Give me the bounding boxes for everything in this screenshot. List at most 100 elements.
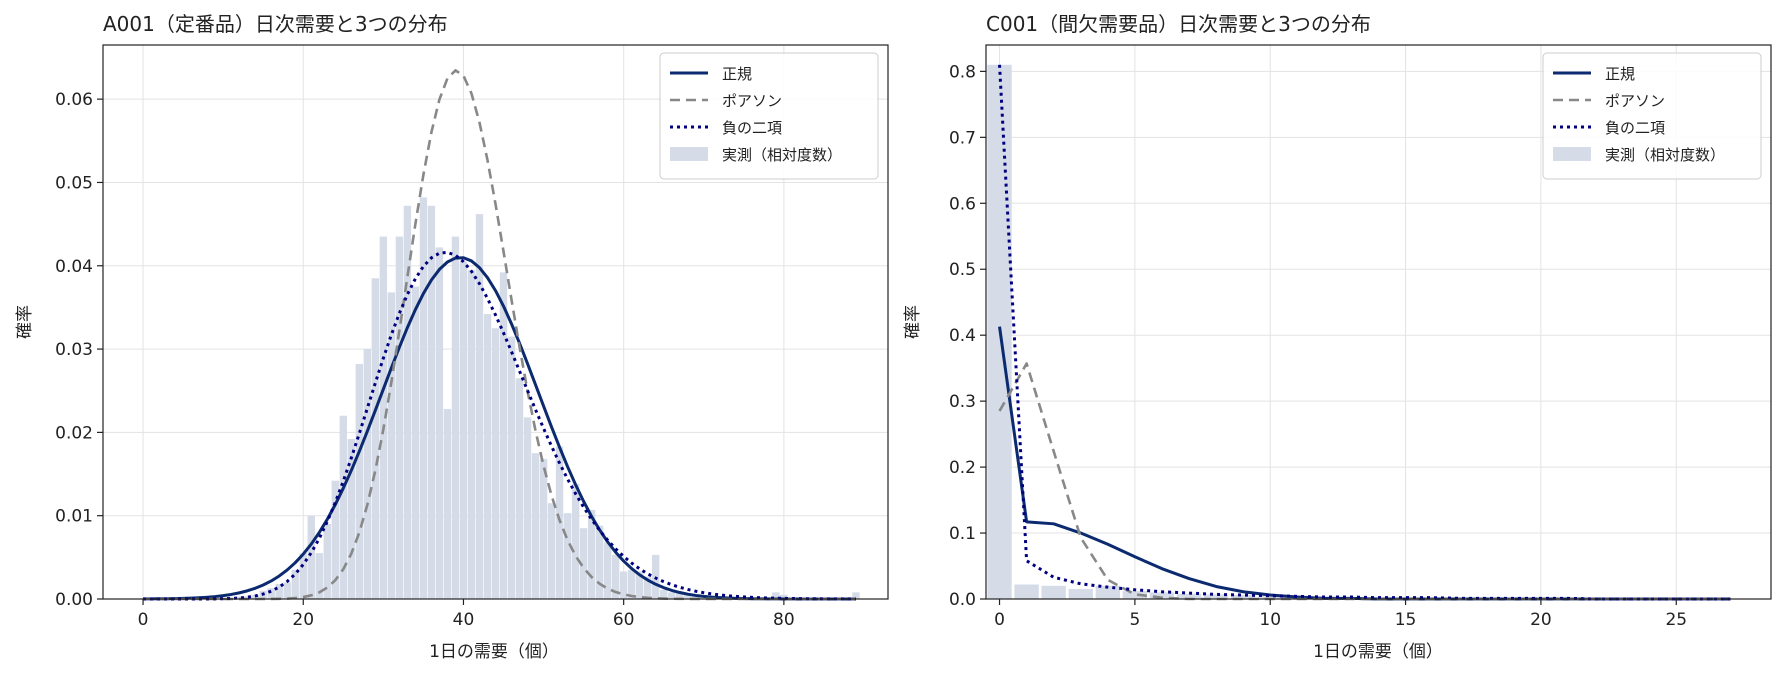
x-tick-label: 20 <box>1530 610 1552 630</box>
legend-label: 負の二項 <box>722 119 782 137</box>
y-tick-label: 0.06 <box>55 90 93 110</box>
plot-frame <box>985 44 1772 600</box>
series-line <box>998 64 1731 601</box>
chart-c001: 0 5 10 15 20 25 0.0 0.1 0.2 0.3 0.4 0.5 0.6 0.7 0.8 1日の… <box>903 12 1772 662</box>
histogram-bar <box>619 571 628 599</box>
histogram-bar <box>491 328 500 599</box>
y-axis-label: 確率 <box>903 305 923 339</box>
histogram-bar <box>780 594 788 599</box>
histogram-bar <box>307 515 315 599</box>
y-tick-label: 0.04 <box>55 257 93 277</box>
histogram-bar <box>451 236 460 600</box>
plot-frame <box>102 44 889 600</box>
histogram-bar <box>1149 592 1175 599</box>
histogram-bar <box>507 336 516 599</box>
histogram-bar <box>347 439 356 599</box>
histogram-bar <box>443 409 452 599</box>
histogram-bar <box>571 484 580 599</box>
y-tick-label: 0.0 <box>949 590 976 610</box>
legend-label: 実測（相対度数） <box>722 146 842 164</box>
histogram-bar <box>283 582 291 599</box>
legend-label: 正規 <box>1605 65 1635 83</box>
chart-title: C001（間欠需要品）日次需要と3つの分布 <box>986 12 1371 36</box>
y-tick-label: 0.3 <box>949 392 976 412</box>
histogram-bar <box>355 364 364 599</box>
histogram-bar <box>499 272 508 599</box>
histogram-bar <box>475 214 484 599</box>
series-line <box>998 326 1731 601</box>
histogram-bar <box>579 528 588 599</box>
chart-a001: 0 20 40 60 80 0.00 0.01 0.02 0.03 0.04 0.05 0.06 1日の… <box>15 12 889 662</box>
x-tick-label: 20 <box>292 610 314 630</box>
histogram-bar <box>395 236 404 600</box>
histogram-bar <box>531 453 540 599</box>
histogram-bar <box>1258 595 1283 599</box>
histogram-bar <box>315 553 323 599</box>
y-tick-label: 0.2 <box>949 458 976 478</box>
x-tick-label: 15 <box>1395 610 1417 630</box>
histogram-bar <box>291 569 299 599</box>
series-line <box>143 256 856 601</box>
histogram-bar <box>611 554 620 599</box>
histogram-bar <box>1230 595 1256 599</box>
histogram-bar <box>371 278 380 599</box>
legend-label: 実測（相対度数） <box>1605 146 1725 164</box>
histogram-bar <box>275 584 283 599</box>
histogram-bar <box>515 378 524 599</box>
y-tick-label: 0.5 <box>949 260 976 280</box>
histogram-bar <box>587 509 596 599</box>
histogram-bar <box>852 592 860 599</box>
y-tick-label: 0.4 <box>949 326 976 346</box>
histogram-bar <box>1122 591 1148 599</box>
histogram-bar <box>419 197 428 599</box>
histogram-bar <box>1041 585 1066 599</box>
histogram-bar <box>603 542 612 599</box>
histogram-bar <box>563 513 572 599</box>
x-tick-label: 25 <box>1665 610 1687 630</box>
histogram-bar <box>676 592 684 599</box>
histogram-bar <box>539 459 548 599</box>
legend-swatch <box>1553 147 1591 161</box>
legend-swatch <box>670 147 708 161</box>
histogram-bar <box>267 588 275 599</box>
series-line <box>143 250 856 601</box>
histogram-bar <box>547 503 556 599</box>
histogram-bar <box>339 415 347 599</box>
legend-label: ポアソン <box>722 92 782 110</box>
histogram-bar <box>387 292 396 599</box>
histogram-bar <box>1014 584 1039 599</box>
histogram-bar <box>467 269 476 599</box>
histogram-bar <box>459 261 468 599</box>
histogram-bar <box>772 592 780 599</box>
y-tick-label: 0.8 <box>949 62 976 82</box>
legend-box <box>659 52 879 180</box>
histogram-bar <box>411 286 420 599</box>
histogram-bar <box>635 571 644 599</box>
histogram-bar <box>644 576 652 599</box>
histogram-bars <box>987 64 1418 600</box>
series-line <box>998 362 1731 601</box>
histogram-bar <box>595 525 604 599</box>
y-tick-label: 0.02 <box>55 423 93 443</box>
x-axis-label: 1日の需要（個） <box>1313 642 1443 662</box>
histogram-bar <box>483 314 492 599</box>
histogram-bars <box>235 197 860 600</box>
chart-title: A001（定番品）日次需要と3つの分布 <box>103 12 448 36</box>
y-tick-label: 0.05 <box>55 173 93 193</box>
y-tick-label: 0.03 <box>55 340 93 360</box>
histogram-bar <box>323 524 331 599</box>
legend-label: 正規 <box>722 65 752 83</box>
histogram-bar <box>1203 594 1229 599</box>
histogram-bar <box>403 205 412 599</box>
x-tick-label: 0 <box>994 610 1005 630</box>
legend-box <box>1542 52 1762 180</box>
x-tick-label: 80 <box>773 610 795 630</box>
histogram-bar <box>331 480 339 599</box>
x-tick-label: 40 <box>453 610 475 630</box>
histogram-bar <box>1176 593 1202 599</box>
x-axis-label: 1日の需要（個） <box>429 642 559 662</box>
histogram-bar <box>523 417 532 599</box>
